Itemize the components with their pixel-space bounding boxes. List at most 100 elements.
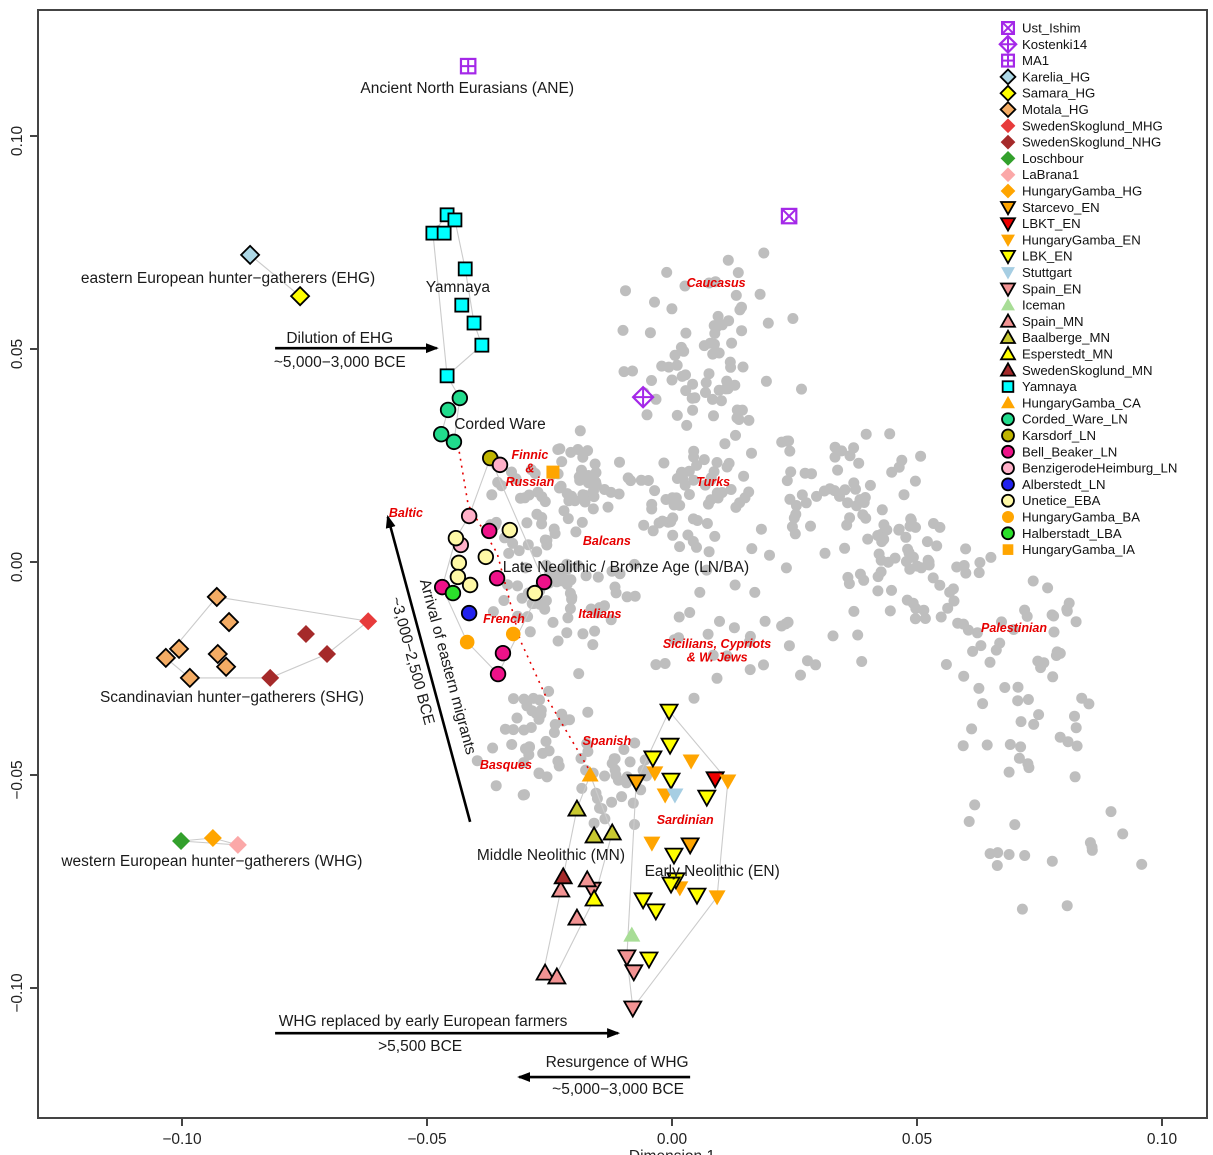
group-label: Middle Neolithic (MN): [477, 847, 625, 864]
modern-dot: [754, 288, 766, 300]
series-HungaryGamba_IA: [546, 465, 560, 479]
modern-dot: [508, 693, 519, 705]
modern-dot: [996, 616, 1007, 628]
point-shape: [447, 212, 463, 228]
modern-dot: [734, 497, 746, 509]
modern-dot: [882, 556, 894, 568]
modern-dot: [1069, 771, 1081, 783]
modern-dot: [602, 501, 614, 513]
modern-dot: [566, 591, 578, 603]
modern-dot: [730, 429, 741, 441]
modern-dot: [758, 247, 770, 259]
legend-item: Samara_HG: [999, 84, 1095, 102]
region-label: Caucasus: [687, 276, 746, 290]
point-shape: [228, 835, 247, 854]
modern-dot: [687, 536, 699, 547]
modern-dot: [1083, 698, 1095, 710]
legend-item: Alberstedt_LN: [1001, 477, 1106, 492]
series-SwedenSkoglund_MHG: [359, 612, 378, 631]
x-tick-label: −0.05: [407, 1131, 446, 1148]
modern-dot: [646, 503, 658, 515]
modern-dot: [539, 603, 551, 615]
legend-label: Karelia_HG: [1022, 69, 1090, 84]
modern-dot: [1019, 850, 1031, 861]
legend-item: Ust_Ishim: [1000, 21, 1081, 36]
modern-dot: [676, 370, 688, 382]
modern-dot: [1071, 740, 1083, 752]
modern-dot: [746, 543, 758, 555]
modern-dot: [612, 774, 624, 786]
group-label: western European hunter−gatherers (WHG): [60, 853, 362, 870]
modern-dot: [725, 484, 737, 495]
point-shape: [999, 312, 1017, 328]
legend-item: LaBrana1: [1000, 167, 1079, 182]
modern-dot: [707, 348, 719, 360]
series-Motala_HG: [155, 586, 240, 689]
modern-dot: [703, 368, 715, 380]
point-shape: [666, 788, 684, 804]
modern-dot: [688, 692, 700, 704]
legend-item: HungaryGamba_EN: [1001, 232, 1141, 247]
point-shape: [481, 522, 498, 540]
modern-dot: [606, 796, 618, 808]
modern-dot: [898, 489, 910, 501]
modern-dot: [552, 635, 564, 647]
point-shape: [659, 703, 680, 722]
modern-dot: [1136, 858, 1148, 870]
modern-dot: [548, 727, 560, 738]
modern-dot: [729, 579, 741, 591]
modern-dot: [762, 317, 774, 329]
series-Samara_HG: [289, 285, 311, 307]
modern-dot: [1022, 758, 1034, 770]
legend-label: HungaryGamba_CA: [1022, 395, 1141, 410]
point-shape: [444, 584, 462, 602]
point-shape: [999, 282, 1017, 298]
legend-item: SwedenSkoglund_NHG: [1000, 135, 1161, 150]
modern-dot: [901, 594, 913, 606]
modern-dot: [743, 486, 755, 498]
series-Baalberge_MN: [566, 798, 623, 844]
modern-dot: [911, 560, 923, 572]
modern-dot: [627, 797, 639, 809]
legend-item: Starcevo_EN: [999, 200, 1100, 217]
modern-dot: [582, 706, 594, 718]
point-shape: [289, 285, 311, 307]
point-shape: [999, 68, 1017, 86]
point-shape: [460, 507, 478, 525]
point-shape: [445, 433, 463, 451]
modern-dot: [572, 560, 584, 572]
legend-label: SwedenSkoglund_NHG: [1022, 135, 1161, 150]
modern-dot: [829, 441, 841, 453]
modern-dot: [512, 580, 523, 592]
legend-label: Ust_Ishim: [1022, 21, 1081, 36]
modern-dot: [851, 500, 862, 512]
region-labels-layer: Caucasus Turks Finnic & Russian Baltic Balcans…: [389, 276, 1047, 827]
series-HungaryGamba_HG: [203, 829, 222, 848]
legend-item: Kostenki14: [998, 34, 1087, 55]
point-shape: [584, 825, 605, 844]
point-shape: [168, 638, 190, 660]
point-shape: [999, 249, 1017, 265]
series-Starcevo_EN: [626, 774, 701, 856]
modern-dot: [519, 789, 530, 801]
modern-dot: [572, 444, 584, 455]
legend-label: SwedenSkoglund_MHG: [1022, 118, 1163, 133]
legend-item: Yamnaya: [1001, 379, 1077, 394]
modern-dot: [862, 533, 874, 545]
legend-label: Bell_Beaker_LN: [1022, 444, 1117, 459]
modern-dot: [1086, 844, 1098, 856]
legend-item: Karsdorf_LN: [1001, 428, 1096, 443]
modern-dot: [1028, 718, 1040, 730]
legend-label: MA1: [1022, 53, 1049, 68]
modern-dot: [673, 611, 685, 623]
axes-layer: −0.10 −0.05 0.00 0.05 0.10 −0.10 −0.05 0.00 0.05…: [9, 9, 1208, 1155]
point-shape: [1001, 234, 1015, 247]
series-SwedenSkoglund_MN: [553, 866, 574, 885]
modern-dot: [721, 650, 733, 662]
point-shape: [682, 754, 700, 770]
region-label-line: Basques: [480, 758, 532, 772]
series-HungaryGamba_EN: [643, 754, 737, 906]
modern-dot: [684, 607, 696, 618]
